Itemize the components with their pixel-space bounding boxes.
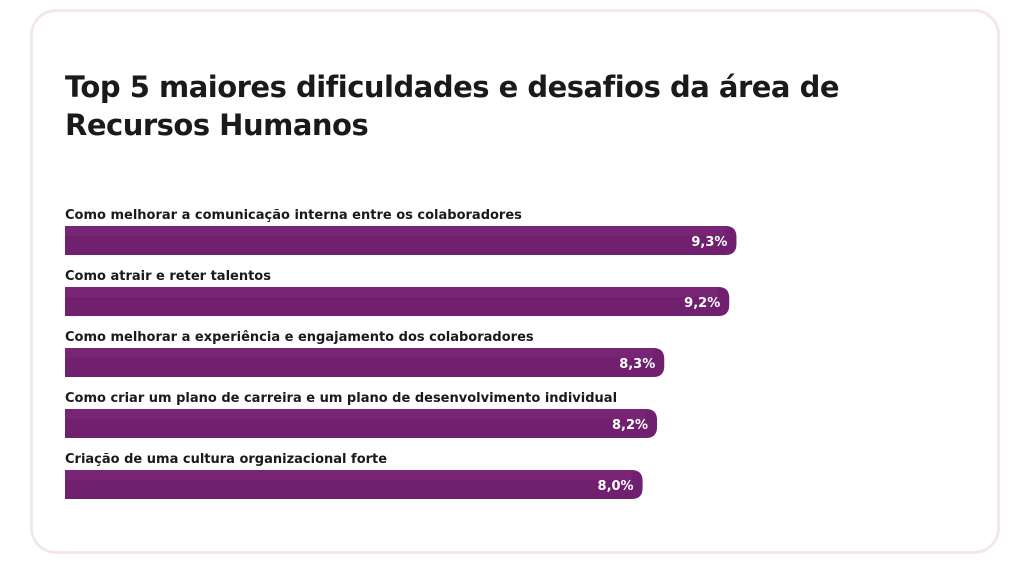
category-label: Criação de uma cultura organizacional fo… <box>65 452 387 467</box>
category-label: Como melhorar a comunicação interna entr… <box>65 208 522 223</box>
bar-highlight <box>65 348 654 358</box>
bar-highlight <box>65 409 647 419</box>
category-label: Como atrair e reter talentos <box>65 269 271 284</box>
value-label: 9,3% <box>691 235 727 250</box>
category-label: Como criar um plano de carreira e um pla… <box>65 391 617 406</box>
value-label: 9,2% <box>684 296 720 311</box>
chart-card <box>30 9 1000 554</box>
chart-title: Top 5 maiores dificuldades e desafios da… <box>65 70 840 142</box>
bar-highlight <box>65 470 632 480</box>
bar-highlight <box>65 226 726 236</box>
bars-group: Como melhorar a comunicação interna entr… <box>65 208 737 499</box>
value-label: 8,2% <box>612 418 648 433</box>
bar-highlight <box>65 287 719 297</box>
value-label: 8,3% <box>619 357 655 372</box>
value-label: 8,0% <box>598 479 634 494</box>
category-label: Como melhorar a experiência e engajament… <box>65 330 534 345</box>
